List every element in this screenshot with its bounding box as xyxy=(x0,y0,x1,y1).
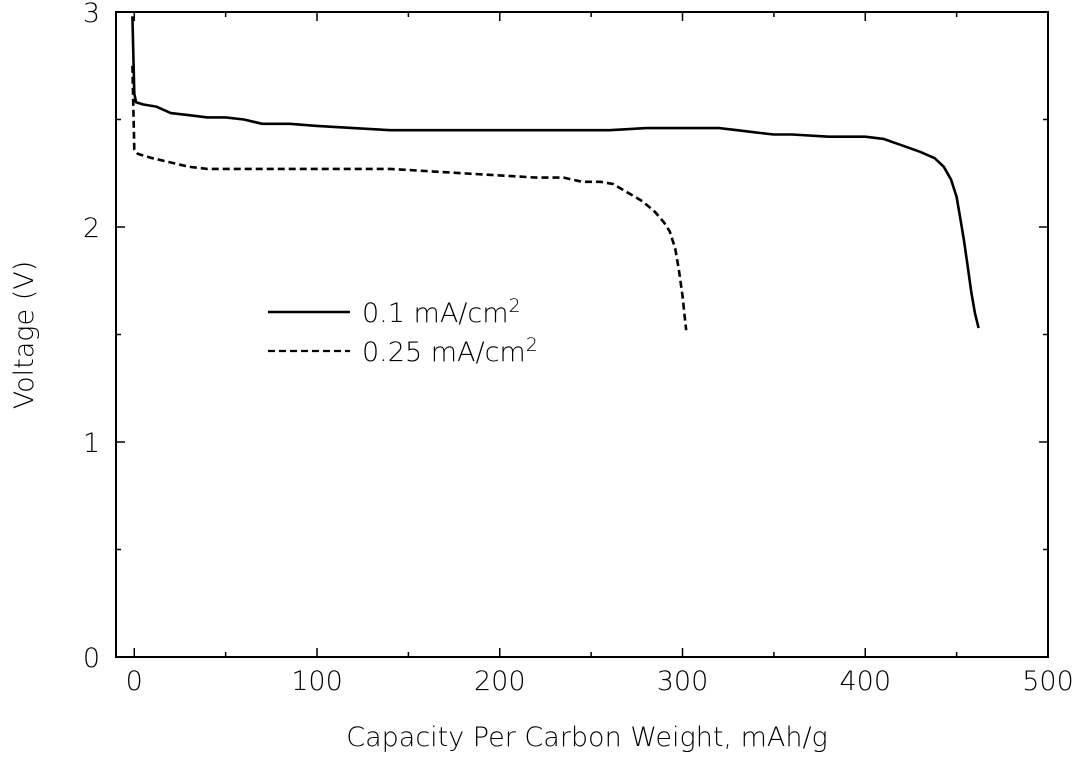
x-tick-label-500: 500 xyxy=(1022,666,1074,697)
x-tick-label-100: 100 xyxy=(291,666,343,697)
x-tick-label-400: 400 xyxy=(839,666,891,697)
x-axis-title: Capacity Per Carbon Weight, mAh/g xyxy=(346,722,828,753)
legend: 0.1 mA/cm2 0.25 mA/cm2 xyxy=(268,295,538,368)
series-line-2 xyxy=(131,65,688,331)
legend-sup-series-2: 2 xyxy=(526,334,538,356)
x-tick-label-0: 0 xyxy=(126,666,143,697)
y-tick-label-2: 2 xyxy=(83,213,100,244)
legend-label-series-2: 0.25 mA/cm2 xyxy=(362,334,538,368)
legend-sup-series-1: 2 xyxy=(509,295,521,317)
legend-label-series-1: 0.1 mA/cm2 xyxy=(362,295,521,329)
axis-tick-labels: 0 100 200 300 400 500 0 1 2 3 xyxy=(83,0,1074,697)
y-tick-label-3: 3 xyxy=(83,0,100,29)
x-tick-label-200: 200 xyxy=(474,666,526,697)
y-axis-title: Voltage (V) xyxy=(9,261,40,409)
x-tick-label-300: 300 xyxy=(657,666,709,697)
axis-ticks xyxy=(116,11,1049,658)
plot-frame xyxy=(115,11,1049,658)
y-tick-label-1: 1 xyxy=(83,428,100,459)
series-line-1 xyxy=(131,16,980,329)
series-group xyxy=(131,16,980,331)
y-tick-label-0: 0 xyxy=(83,643,100,674)
